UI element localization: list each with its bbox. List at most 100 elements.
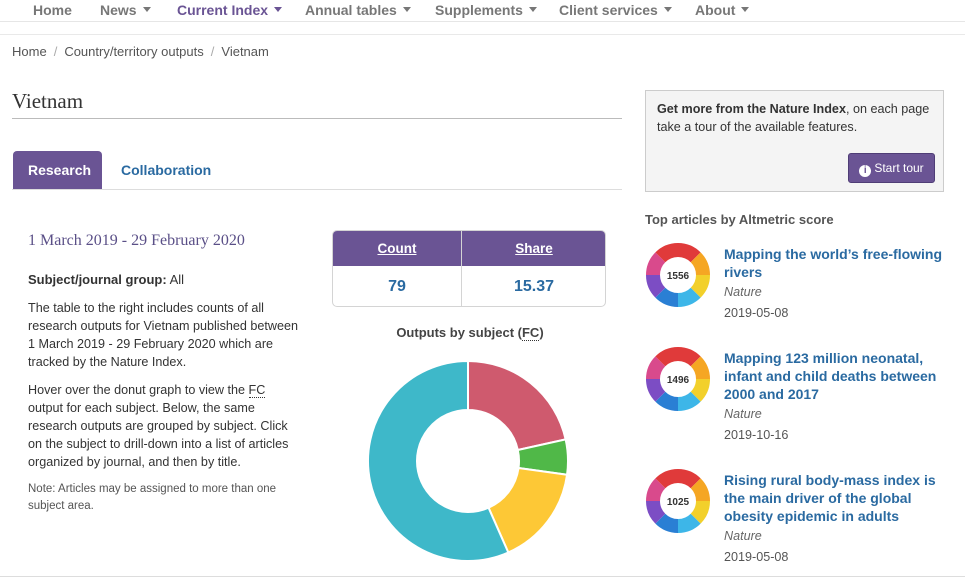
badge-ring-segment — [678, 513, 701, 533]
subject-group-value: All — [169, 272, 185, 287]
fc-abbreviation: FC — [521, 325, 540, 341]
nav-supplements[interactable]: Supplements — [435, 2, 537, 18]
badge-ring-segment — [646, 252, 666, 275]
promo-rest: , on each page take a tour of the availa… — [657, 102, 930, 134]
top-navigation: Home News Current Index Annual tables Su… — [0, 0, 965, 22]
chart-title-close: ) — [539, 325, 544, 340]
caret-down-icon — [663, 7, 672, 12]
nav-home-label: Home — [33, 2, 72, 18]
tab-divider — [12, 189, 622, 190]
donut-slice-0[interactable] — [467, 359, 567, 452]
count-value: 79 — [388, 278, 406, 295]
badge-ring-segment — [646, 275, 666, 298]
badge-ring-segment — [690, 501, 710, 524]
nav-home[interactable]: Home — [33, 2, 72, 18]
promo-text: Get more from the Nature Index, on each … — [657, 100, 937, 136]
breadcrumb-separator: / — [210, 44, 215, 59]
article-date: 2019-05-08 — [724, 306, 789, 320]
subject-group-label: Subject/journal group: — [28, 272, 167, 287]
badge-ring-segment — [690, 379, 710, 402]
badge-ring-segment — [690, 252, 710, 275]
table-column-divider — [461, 231, 462, 306]
breadcrumb-current: Vietnam — [221, 44, 269, 59]
breadcrumb-separator: / — [53, 44, 58, 59]
tour-promo-box: Get more from the Nature Index, on each … — [645, 90, 944, 192]
badge-ring-segment — [690, 356, 710, 379]
share-value: 15.37 — [513, 278, 555, 295]
badge-ring-segment — [655, 391, 678, 411]
count-header[interactable]: Count — [377, 241, 417, 256]
badge-ring-segment — [690, 478, 710, 501]
nav-client-services-label: Client services — [559, 2, 658, 18]
nav-current-index-label: Current Index — [177, 2, 269, 18]
altmetric-badge-icon[interactable]: 1556 — [645, 242, 711, 308]
caret-down-icon — [142, 7, 151, 12]
badge-ring-segment — [690, 275, 710, 298]
badge-ring-segment — [678, 391, 701, 411]
nav-news-label: News — [100, 2, 137, 18]
badge-ring-segment — [655, 469, 678, 489]
subject-donut-chart[interactable] — [366, 359, 570, 563]
subject-group: Subject/journal group: All — [28, 272, 184, 287]
badge-ring-segment — [678, 287, 701, 307]
caret-down-icon — [402, 7, 411, 12]
badge-ring-segment — [646, 478, 666, 501]
page-title: Vietnam — [12, 89, 84, 113]
tab-collaboration[interactable]: Collaboration — [121, 162, 212, 178]
hover-instructions-text-rest: output for each subject. Below, the same… — [28, 401, 289, 469]
article-date: 2019-05-08 — [724, 550, 789, 564]
promo-bold: Get more from the Nature Index — [657, 102, 846, 116]
badge-center — [661, 484, 695, 518]
article-journal: Nature — [724, 529, 762, 543]
nav-annual-tables[interactable]: Annual tables — [305, 2, 411, 18]
nav-annual-tables-label: Annual tables — [305, 2, 397, 18]
badge-center — [661, 258, 695, 292]
share-header[interactable]: Share — [515, 241, 553, 256]
badge-ring-segment — [655, 287, 678, 307]
chart-title-text: Outputs by subject ( — [396, 325, 522, 340]
badge-ring-segment — [678, 243, 701, 263]
nav-about-label: About — [695, 2, 736, 18]
altmetric-badge-icon[interactable]: 1025 — [645, 468, 711, 534]
date-range: 1 March 2019 - 29 February 2020 — [28, 232, 245, 249]
top-articles-heading: Top articles by Altmetric score — [645, 212, 834, 227]
nav-client-services[interactable]: Client services — [559, 2, 672, 18]
start-tour-label: Start tour — [874, 161, 924, 175]
caret-down-icon — [274, 7, 283, 12]
fc-abbreviation: FC — [248, 383, 266, 398]
description-paragraph: The table to the right includes counts o… — [28, 301, 299, 369]
article-title[interactable]: Mapping 123 million neonatal, infant and… — [724, 350, 937, 402]
altmetric-score: 1025 — [667, 497, 690, 508]
title-divider — [12, 118, 622, 119]
count-share-table: Count Share 79 15.37 — [332, 230, 606, 307]
nav-current-index[interactable]: Current Index — [177, 2, 283, 18]
badge-ring-segment — [655, 243, 678, 263]
breadcrumb-country-outputs[interactable]: Country/territory outputs — [64, 44, 204, 59]
article-journal: Nature — [724, 285, 762, 299]
chart-title: Outputs by subject (FC) — [332, 325, 608, 341]
donut-slice-3[interactable] — [367, 359, 510, 562]
breadcrumb-home[interactable]: Home — [12, 44, 47, 59]
bottom-divider — [0, 576, 965, 577]
badge-ring-segment — [655, 347, 678, 367]
nav-supplements-label: Supplements — [435, 2, 523, 18]
article-journal: Nature — [724, 407, 762, 421]
tab-research[interactable]: Research — [13, 151, 102, 189]
badge-ring-segment — [655, 513, 678, 533]
hover-instructions: Hover over the donut graph to view the F… — [28, 381, 303, 471]
badge-ring-segment — [646, 501, 666, 524]
altmetric-score: 1496 — [667, 375, 690, 386]
hover-instructions-text: Hover over the donut graph to view the — [28, 383, 249, 397]
badge-ring-segment — [646, 379, 666, 402]
start-tour-button[interactable]: i Start tour — [848, 153, 935, 183]
header-divider — [0, 34, 965, 35]
table-header — [333, 231, 605, 266]
nav-about[interactable]: About — [695, 2, 750, 18]
badge-center — [661, 362, 695, 396]
article-title[interactable]: Rising rural body-mass index is the main… — [724, 472, 936, 524]
nav-news[interactable]: News — [100, 2, 151, 18]
info-icon: i — [859, 165, 872, 177]
altmetric-badge-icon[interactable]: 1496 — [645, 346, 711, 412]
badge-ring-segment — [678, 347, 701, 367]
article-title[interactable]: Mapping the world’s free-flowing rivers — [724, 246, 943, 280]
